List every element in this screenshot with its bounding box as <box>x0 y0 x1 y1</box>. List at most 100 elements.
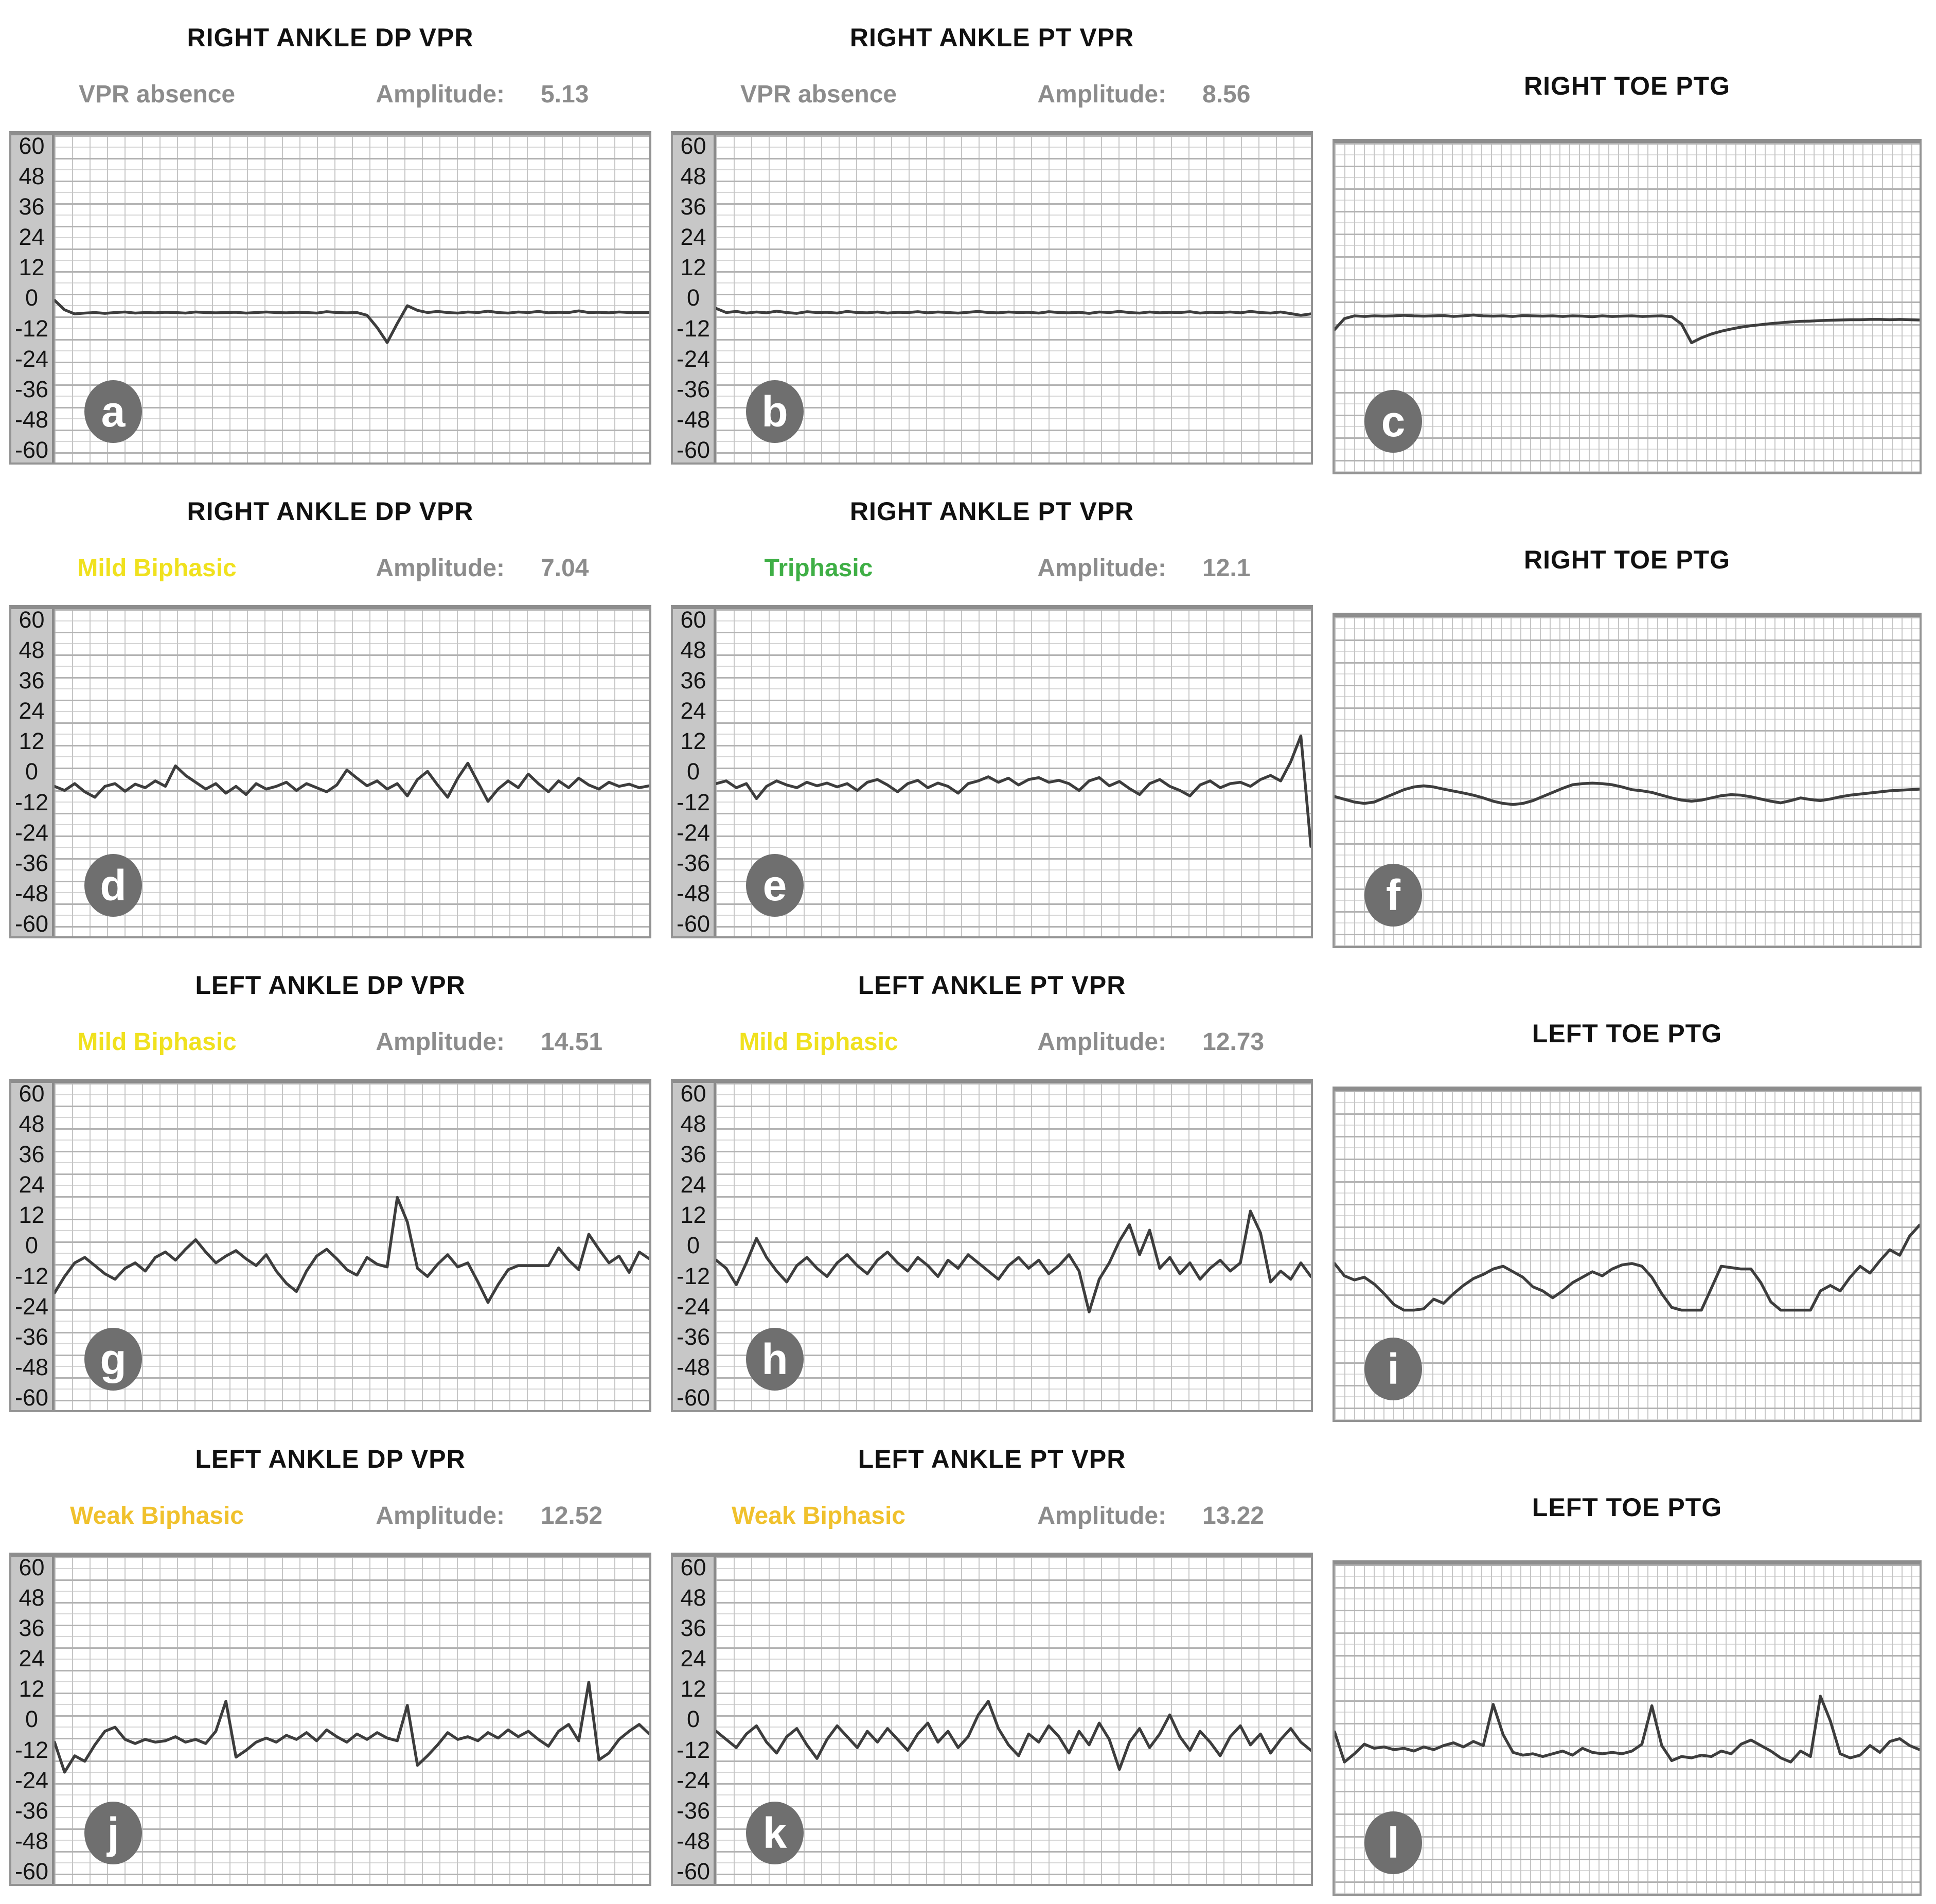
amplitude-readout: Amplitude: 12.52 <box>305 1502 651 1530</box>
amplitude-value: 8.56 <box>1202 81 1251 108</box>
y-axis-tick: -48 <box>14 1827 49 1854</box>
panel-subheader: VPR absence Amplitude: 8.56 <box>671 80 1313 109</box>
y-axis-scale: 60 48 36 24 12 0 -12 -24 -36 -48 -60 <box>11 1554 55 1884</box>
y-axis-tick: -36 <box>14 1323 49 1350</box>
panel-title: RIGHT ANKLE PT VPR <box>849 497 1134 526</box>
y-axis-tick: -12 <box>676 789 711 815</box>
amplitude-value: 14.51 <box>541 1028 603 1056</box>
trace-panel-a: RIGHT ANKLE DP VPR VPR absence Amplitude… <box>9 5 651 471</box>
panel-letter-badge: l <box>1364 1811 1422 1874</box>
waveform-plot: f <box>1335 617 1920 946</box>
y-axis-tick: 24 <box>680 698 706 724</box>
amplitude-readout: Amplitude: 12.73 <box>966 1028 1313 1056</box>
y-axis-tick: 36 <box>19 1615 45 1642</box>
y-axis-tick: 12 <box>680 1202 706 1229</box>
y-axis-tick: 0 <box>686 1232 700 1259</box>
y-axis-tick: -24 <box>676 1293 711 1320</box>
y-axis-tick: -48 <box>14 406 49 433</box>
waveform-trace <box>1335 617 1920 946</box>
amplitude-label: Amplitude: <box>1037 81 1166 108</box>
y-axis-tick: -12 <box>14 1736 49 1763</box>
waveform-plot: l <box>1335 1564 1920 1894</box>
y-axis-tick: -60 <box>676 910 711 937</box>
amplitude-value: 12.1 <box>1202 555 1251 582</box>
y-axis-tick: -48 <box>676 1354 711 1380</box>
y-axis-tick: -24 <box>676 819 711 846</box>
y-axis-tick: -24 <box>14 345 49 372</box>
panel-subheader: Weak Biphasic Amplitude: 12.52 <box>9 1502 651 1530</box>
panel-title: LEFT TOE PTG <box>1532 1493 1722 1522</box>
y-axis-tick: -12 <box>14 315 49 342</box>
trace-panel-i: LEFT TOE PTG i <box>1333 953 1922 1422</box>
y-axis-tick: 24 <box>680 1171 706 1198</box>
y-axis-tick: -36 <box>676 1323 711 1350</box>
amplitude-readout: Amplitude: 5.13 <box>305 80 651 109</box>
y-axis-scale: 60 48 36 24 12 0 -12 -24 -36 -48 -60 <box>673 1554 716 1884</box>
y-axis-tick: 24 <box>19 224 45 251</box>
panel-letter-badge: j <box>84 1802 142 1864</box>
panel-letter-badge: d <box>84 854 142 917</box>
waveform-trace <box>55 1083 649 1410</box>
waveform-chart: 60 48 36 24 12 0 -12 -24 -36 -48 -60 g <box>9 1079 651 1412</box>
waveform-classification: Weak Biphasic <box>732 1502 905 1529</box>
panel-subheader: Mild Biphasic Amplitude: 7.04 <box>9 554 651 582</box>
panel-title: RIGHT ANKLE DP VPR <box>187 23 474 52</box>
amplitude-label: Amplitude: <box>376 555 505 582</box>
waveform-plot: a <box>55 135 649 462</box>
y-axis-tick: 12 <box>19 254 45 281</box>
trace-panel-b: RIGHT ANKLE PT VPR VPR absence Amplitude… <box>671 5 1313 471</box>
y-axis-tick: -24 <box>14 1293 49 1320</box>
trace-panel-l: LEFT TOE PTG l <box>1333 1427 1922 1896</box>
waveform-chart: f <box>1333 613 1922 948</box>
y-axis-tick: 0 <box>686 1706 700 1733</box>
y-axis-tick: -48 <box>14 880 49 906</box>
y-axis-tick: -60 <box>676 436 711 463</box>
y-axis-tick: 0 <box>686 284 700 311</box>
y-axis-tick: 12 <box>680 1676 706 1702</box>
y-axis-tick: 60 <box>19 607 45 633</box>
waveform-classification: Weak Biphasic <box>70 1502 244 1529</box>
y-axis-tick: -60 <box>676 1858 711 1884</box>
waveform-chart: 60 48 36 24 12 0 -12 -24 -36 -48 -60 e <box>671 605 1313 938</box>
waveform-trace <box>716 1557 1311 1884</box>
waveform-classification: VPR absence <box>740 81 897 108</box>
y-axis-tick: -12 <box>676 1262 711 1289</box>
y-axis-tick: 60 <box>680 133 706 159</box>
y-axis-tick: 24 <box>19 1645 45 1672</box>
waveform-classification: Mild Biphasic <box>77 1028 237 1056</box>
waveform-plot: g <box>55 1083 649 1410</box>
panel-title: LEFT ANKLE PT VPR <box>858 971 1126 1000</box>
amplitude-label: Amplitude: <box>376 1028 505 1056</box>
y-axis-tick: 60 <box>680 1554 706 1580</box>
y-axis-tick: 36 <box>680 1141 706 1168</box>
panel-letter-badge: g <box>84 1328 142 1391</box>
y-axis-tick: -12 <box>14 789 49 815</box>
y-axis-tick: 24 <box>680 1645 706 1672</box>
amplitude-readout: Amplitude: 8.56 <box>966 80 1313 109</box>
y-axis-tick: -36 <box>676 1797 711 1824</box>
waveform-plot: d <box>55 609 649 936</box>
y-axis-tick: 48 <box>19 1111 45 1137</box>
y-axis-tick: -36 <box>14 1797 49 1824</box>
amplitude-readout: Amplitude: 14.51 <box>305 1028 651 1056</box>
y-axis-tick: -24 <box>14 1767 49 1793</box>
y-axis-tick: 0 <box>686 758 700 785</box>
amplitude-value: 12.73 <box>1202 1028 1265 1056</box>
amplitude-value: 12.52 <box>541 1502 603 1529</box>
panel-letter-badge: k <box>746 1802 804 1864</box>
y-axis-tick: 12 <box>19 728 45 755</box>
waveform-trace <box>1335 1091 1920 1420</box>
trace-panel-e: RIGHT ANKLE PT VPR Triphasic Amplitude: … <box>671 479 1313 945</box>
panel-letter-badge: c <box>1364 390 1422 453</box>
waveform-chart: 60 48 36 24 12 0 -12 -24 -36 -48 -60 d <box>9 605 651 938</box>
y-axis-tick: 60 <box>19 1554 45 1580</box>
y-axis-tick: 0 <box>25 1232 39 1259</box>
y-axis-tick: 48 <box>19 163 45 190</box>
y-axis-tick: 48 <box>680 637 706 664</box>
y-axis-tick: -48 <box>676 880 711 906</box>
y-axis-tick: -48 <box>676 1827 711 1854</box>
amplitude-readout: Amplitude: 7.04 <box>305 554 651 582</box>
waveform-plot: i <box>1335 1091 1920 1420</box>
amplitude-readout: Amplitude: 12.1 <box>966 554 1313 582</box>
y-axis-tick: -60 <box>14 910 49 937</box>
